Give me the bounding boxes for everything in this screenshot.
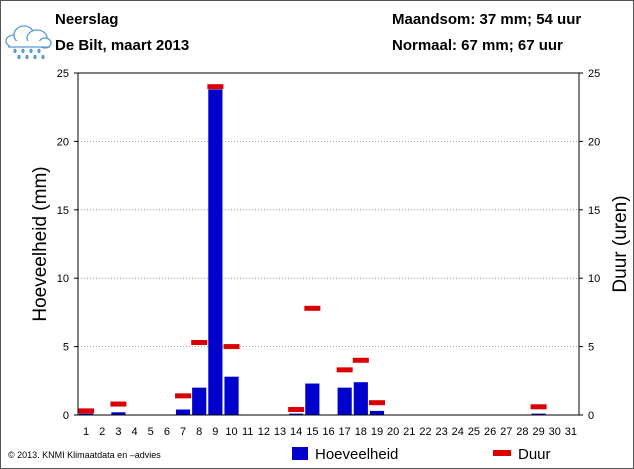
x-tick-label: 16 xyxy=(322,426,334,438)
y-tick-label-right: 10 xyxy=(588,273,600,285)
marker-day-9 xyxy=(207,84,224,90)
x-tick-label: 31 xyxy=(565,426,577,438)
bar-day-19 xyxy=(369,410,385,415)
x-tick-label: 14 xyxy=(290,426,302,438)
bar-day-3 xyxy=(111,412,126,415)
plot-area-border xyxy=(77,72,580,416)
marker-day-18 xyxy=(352,357,369,363)
markers-series-duur xyxy=(78,84,547,414)
x-tick-label: 12 xyxy=(258,426,270,438)
legend-swatch-hoeveelheid xyxy=(292,447,308,460)
marker-day-1 xyxy=(78,408,95,414)
x-tick-label: 20 xyxy=(387,426,399,438)
y-tick-label-left: 0 xyxy=(63,410,69,422)
x-tick-label: 30 xyxy=(549,426,561,438)
y-tick-label-left: 5 xyxy=(63,342,69,354)
x-tick-label: 15 xyxy=(306,426,318,438)
bar-day-7 xyxy=(175,409,191,415)
marker-day-19 xyxy=(368,400,385,406)
x-tick-label: 6 xyxy=(164,426,170,438)
x-tick-label: 22 xyxy=(419,426,431,438)
bar-day-29 xyxy=(531,413,546,415)
x-tick-label: 10 xyxy=(225,426,237,438)
legend-label-duur: Duur xyxy=(518,446,551,463)
x-tick-label: 8 xyxy=(196,426,202,438)
y-tick-label-right: 20 xyxy=(588,136,600,148)
marker-day-8 xyxy=(191,339,208,345)
marker-day-15 xyxy=(304,305,321,311)
month-total-stat: Maandsom: 37 mm; 54 uur xyxy=(392,11,582,28)
chart-subtitle: De Bilt, maart 2013 xyxy=(55,37,190,54)
legend: Hoeveelheid Duur xyxy=(292,446,551,463)
y-tick-label-right: 15 xyxy=(588,205,600,217)
marker-day-14 xyxy=(288,407,305,413)
y-tick-label-left: 15 xyxy=(57,205,69,217)
x-tick-label: 7 xyxy=(180,426,186,438)
x-tick-label: 24 xyxy=(452,426,464,438)
x-tick-label: 11 xyxy=(242,426,253,438)
x-tick-label: 18 xyxy=(355,426,367,438)
x-tick-label: 5 xyxy=(148,426,154,438)
y-tick-label-left: 25 xyxy=(57,68,69,80)
x-tick-label: 23 xyxy=(436,426,448,438)
bar-day-15 xyxy=(305,383,320,415)
copyright-note: © 2013. KNMI Klimaatdata en –advies xyxy=(8,450,161,460)
bar-day-9 xyxy=(208,89,223,415)
bar-day-10 xyxy=(224,376,239,415)
x-tick-label: 13 xyxy=(274,426,286,438)
y-tick-label-right: 25 xyxy=(588,68,600,80)
x-tick-label: 29 xyxy=(532,426,544,438)
legend-label-hoeveelheid: Hoeveelheid xyxy=(315,446,398,463)
bar-day-17 xyxy=(337,387,352,415)
marker-day-17 xyxy=(336,367,353,373)
x-tick-label: 19 xyxy=(371,426,383,438)
bar-day-14 xyxy=(289,413,304,415)
chart-title: Neerslag xyxy=(55,11,119,28)
normal-stat: Normaal: 67 mm; 67 uur xyxy=(392,37,563,54)
x-tick-label: 25 xyxy=(468,426,480,438)
rain-cloud-icon xyxy=(5,25,52,60)
y-axis-title-right: Duur (uren) xyxy=(610,195,631,292)
marker-day-10 xyxy=(223,344,240,350)
bars-series-hoeveelheid xyxy=(79,89,546,415)
y-tick-label-left: 20 xyxy=(57,136,69,148)
x-tick-label: 17 xyxy=(339,426,351,438)
x-tick-label: 2 xyxy=(99,426,105,438)
x-tick-label: 3 xyxy=(115,426,121,438)
y-tick-label-right: 5 xyxy=(588,342,594,354)
x-tick-label: 26 xyxy=(484,426,496,438)
marker-day-29 xyxy=(530,404,547,410)
x-tick-label: 1 xyxy=(83,426,89,438)
marker-day-3 xyxy=(110,401,127,407)
legend-swatch-duur xyxy=(493,450,511,456)
y-tick-label-left: 10 xyxy=(57,273,69,285)
marker-day-7 xyxy=(175,393,192,399)
bar-day-1 xyxy=(79,413,94,415)
x-tick-label: 28 xyxy=(516,426,528,438)
y-axis-title-left: Hoeveelheid (mm) xyxy=(30,166,51,321)
gridlines xyxy=(78,140,579,348)
x-tick-label: 9 xyxy=(212,426,218,438)
x-tick-label: 4 xyxy=(132,426,138,438)
bar-day-18 xyxy=(353,382,368,415)
y-tick-label-right: 0 xyxy=(588,410,594,422)
x-tick-label: 21 xyxy=(403,426,415,438)
x-tick-label: 27 xyxy=(500,426,512,438)
bar-day-8 xyxy=(192,387,207,415)
